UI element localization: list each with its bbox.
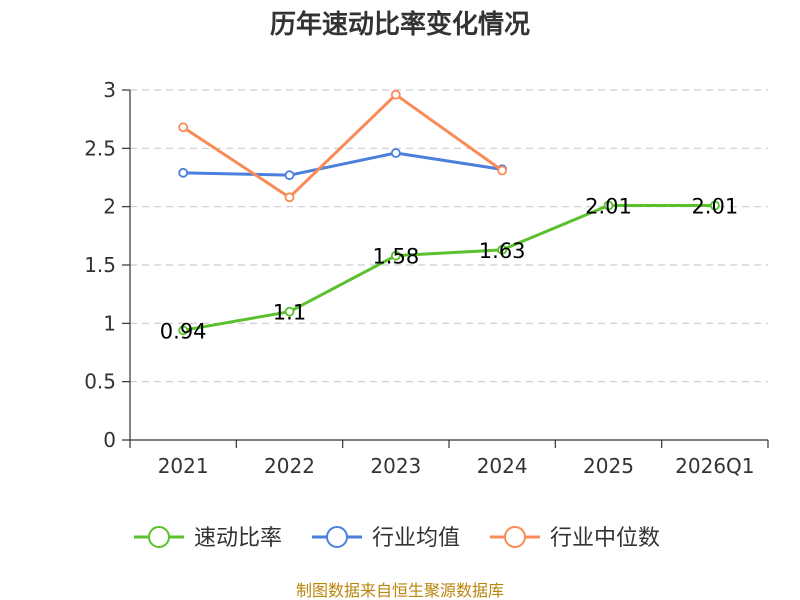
series-group	[178, 89, 720, 336]
y-tick-label: 0.5	[84, 370, 116, 394]
data-point	[284, 306, 295, 317]
x-tick-label: 2024	[477, 454, 528, 478]
data-point	[390, 250, 401, 261]
legend-item[interactable]: 速动比率	[134, 526, 282, 551]
data-point	[390, 89, 401, 100]
data-label: 0.94	[160, 319, 207, 343]
x-tick-label: 2023	[370, 454, 421, 478]
data-point	[284, 192, 295, 203]
y-tick-label: 1.5	[84, 253, 116, 277]
data-point	[178, 167, 189, 178]
data-label: 2.01	[691, 195, 738, 219]
legend-marker	[326, 526, 348, 548]
axes: 0 0.5 1 1.5 2 2.5 3 2021 2022 2023 2024 2025 2026Q1	[84, 78, 769, 478]
y-tick-label: 2	[103, 195, 116, 219]
data-label: 1.63	[479, 239, 526, 263]
data-labels: 0.94 1.1 1.58 1.63 2.01 2.01	[160, 195, 738, 344]
x-tick-label: 2022	[264, 454, 315, 478]
y-tick-label: 3	[103, 78, 116, 102]
x-tick-label: 2025	[583, 454, 634, 478]
legend-label: 速动比率	[194, 526, 282, 551]
source-note: 制图数据来自恒生聚源数据库	[296, 581, 504, 600]
data-point	[390, 148, 401, 158]
data-label: 1.58	[372, 245, 419, 269]
x-tick-label: 2021	[158, 454, 209, 478]
data-point	[284, 170, 295, 181]
data-point	[497, 165, 508, 176]
data-label: 1.1	[273, 301, 306, 325]
data-point	[603, 200, 614, 211]
data-point	[709, 200, 720, 211]
y-tick-label: 2.5	[84, 136, 116, 160]
data-label: 2.01	[585, 195, 632, 219]
data-point	[178, 122, 189, 133]
x-tick-label: 2026Q1	[675, 454, 754, 478]
legend-label: 行业中位数	[550, 526, 660, 551]
data-point	[178, 325, 189, 336]
y-tick-label: 0	[103, 428, 116, 452]
legend-label: 行业均值	[372, 526, 460, 551]
data-point	[497, 244, 508, 255]
legend-item[interactable]: 行业均值	[312, 526, 460, 551]
series-line-0	[182, 204, 715, 332]
y-tick-label: 1	[103, 311, 116, 335]
legend[interactable]: 速动比率 行业均值 行业中位数	[134, 526, 660, 551]
legend-marker	[148, 526, 170, 548]
series-line-2	[182, 93, 504, 199]
legend-item[interactable]: 行业中位数	[490, 526, 660, 551]
chart-title: 历年速动比率变化情况	[270, 9, 530, 40]
series-line-1	[183, 151, 503, 177]
legend-marker	[504, 526, 526, 548]
